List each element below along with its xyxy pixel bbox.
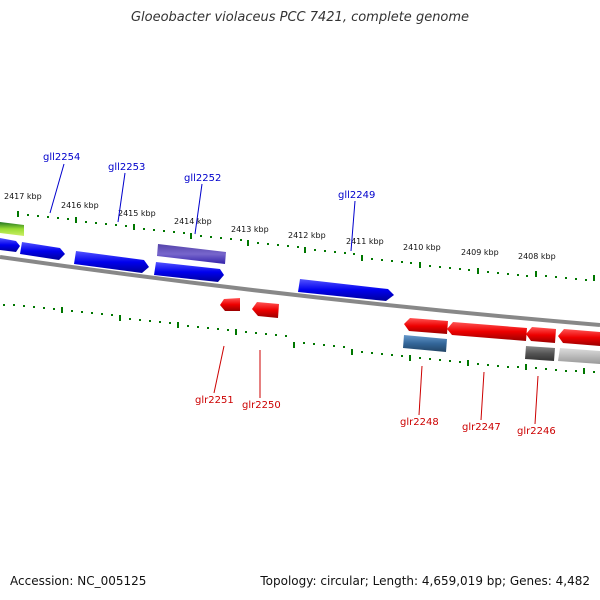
- gene-arrow-green[interactable]: [0, 222, 24, 236]
- gene-arrow-forward[interactable]: [20, 242, 65, 260]
- reverse-label-leaders: [213, 345, 539, 425]
- scale-label-2408: 2408 kbp: [518, 252, 556, 261]
- gene-label-glr2251[interactable]: glr2251: [195, 395, 234, 406]
- reverse-tick-track: [3, 304, 595, 374]
- gene-arrow-glr2251[interactable]: [220, 298, 240, 311]
- gene-arrow-glr2246[interactable]: [526, 327, 556, 343]
- gene-arrow-glr2250[interactable]: [252, 302, 279, 318]
- gene-arrow-darkgray[interactable]: [525, 346, 555, 361]
- map-title: Gloeobacter violaceus PCC 7421, complete…: [130, 10, 470, 25]
- scale-label-2413: 2413 kbp: [231, 225, 269, 234]
- genome-backbone: [0, 255, 600, 327]
- gene-label-glr2247[interactable]: glr2247: [462, 422, 501, 433]
- scale-label-2409: 2409 kbp: [461, 248, 499, 257]
- gene-arrow-gll2252[interactable]: [157, 244, 226, 264]
- gene-label-glr2246[interactable]: glr2246: [517, 426, 556, 437]
- forward-tick-track: [17, 211, 595, 281]
- gene-arrow-lightgray[interactable]: [558, 348, 600, 364]
- scale-label-2410: 2410 kbp: [403, 243, 441, 252]
- gene-label-gll2252[interactable]: gll2252: [184, 173, 221, 184]
- gene-label-glr2248[interactable]: glr2248: [400, 417, 439, 428]
- scale-label-2415: 2415 kbp: [118, 209, 156, 218]
- gene-arrow-steel[interactable]: [403, 335, 447, 352]
- gene-arrow-gll2249[interactable]: [298, 279, 394, 301]
- gene-arrow-forward[interactable]: [0, 238, 20, 252]
- gene-label-gll2249[interactable]: gll2249: [338, 190, 375, 201]
- scale-label-2417: 2417 kbp: [4, 192, 42, 201]
- scale-label-2414: 2414 kbp: [174, 217, 212, 226]
- gene-label-glr2250[interactable]: glr2250: [242, 400, 281, 411]
- scale-label-2412: 2412 kbp: [288, 231, 326, 240]
- gene-arrow-reverse[interactable]: [404, 318, 448, 334]
- gene-label-gll2254[interactable]: gll2254: [43, 152, 80, 163]
- gene-arrow-reverse[interactable]: [558, 329, 600, 346]
- gene-label-gll2253[interactable]: gll2253: [108, 162, 145, 173]
- scale-label-2411: 2411 kbp: [346, 237, 384, 246]
- gene-arrow-forward[interactable]: [154, 262, 224, 282]
- accession-text: Accession: NC_005125: [10, 574, 147, 588]
- gene-arrow-forward[interactable]: [74, 251, 149, 273]
- forward-label-leaders: [49, 163, 356, 252]
- topology-text: Topology: circular; Length: 4,659,019 bp…: [260, 574, 590, 588]
- gene-arrow-glr2247[interactable]: [447, 322, 527, 341]
- scale-label-2416: 2416 kbp: [61, 201, 99, 210]
